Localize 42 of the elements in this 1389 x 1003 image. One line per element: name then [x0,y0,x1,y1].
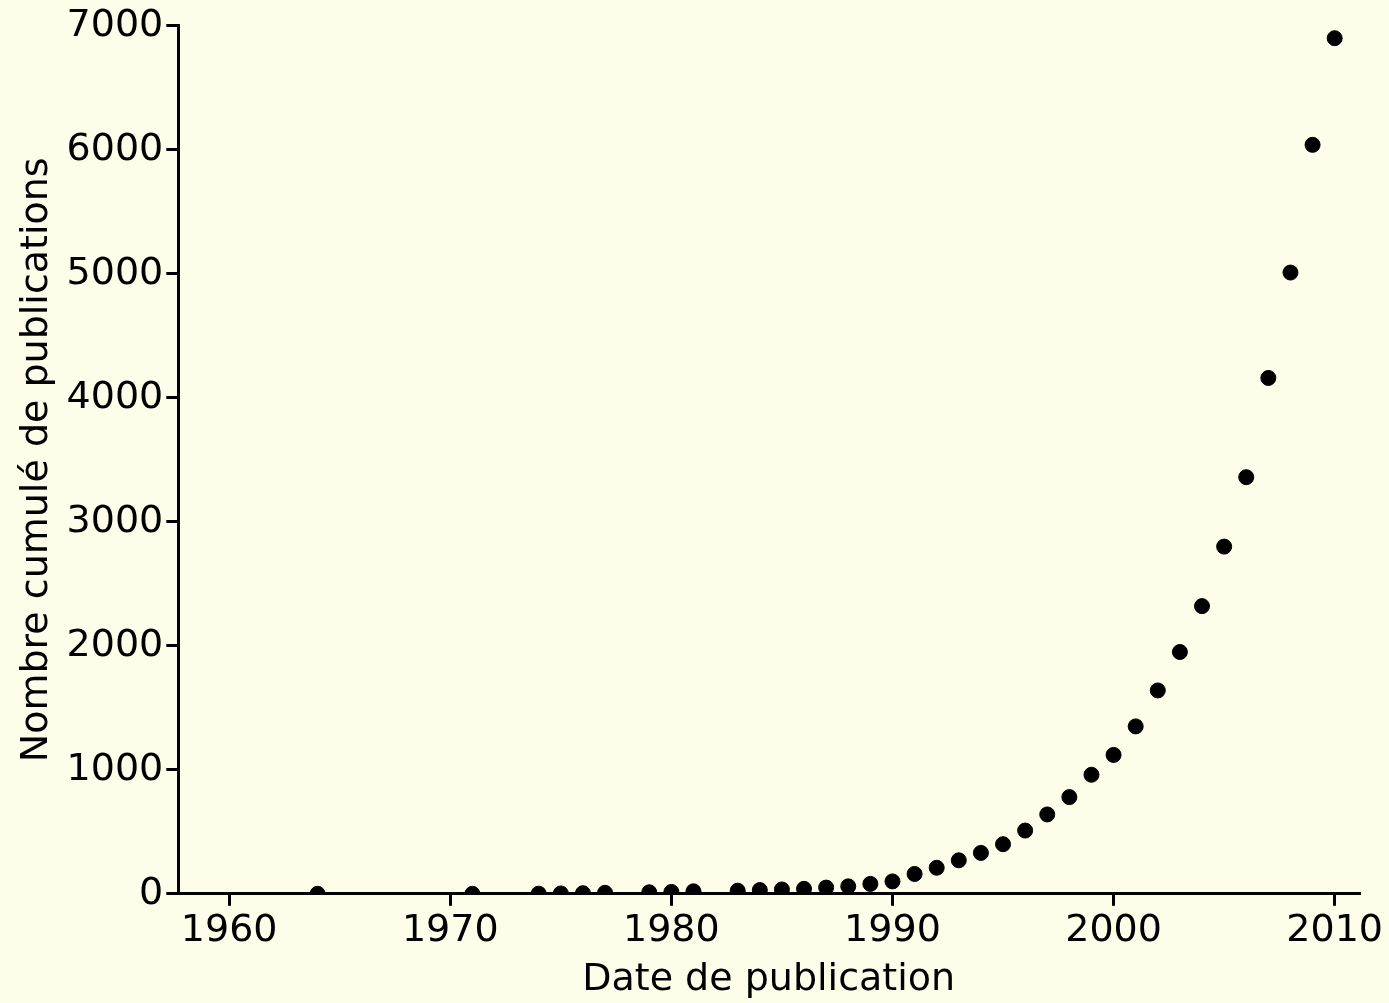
y-tick-label: 4000 [66,372,164,417]
point [1149,682,1166,699]
point [773,881,790,894]
point [995,836,1012,853]
point [1326,30,1343,47]
y-tick-label: 7000 [66,0,164,45]
point [884,873,901,890]
x-tick-label: 2000 [1065,906,1162,951]
x-tick-label: 1960 [180,906,278,951]
point [972,844,989,861]
point [1171,644,1188,660]
x-axis-title: Date de publication [582,955,956,1000]
point [862,875,879,892]
point [928,859,945,876]
point [1127,718,1144,735]
point [840,878,857,894]
point [1238,469,1255,486]
point [1304,136,1321,153]
x-tick-label: 2010 [1286,906,1384,951]
point [1216,538,1233,555]
y-tick-label: 3000 [66,496,164,541]
point [818,879,835,894]
x-tick-label: 1980 [623,906,720,951]
x-tick-label: 1990 [844,906,941,951]
point [1282,264,1299,281]
y-tick-label: 5000 [66,248,164,293]
y-tick-label: 0 [139,868,164,913]
y-tick-label: 1000 [66,744,164,789]
y-axis-title: Nombre cumulé de publications [11,157,56,763]
point [1194,598,1211,615]
point [1039,806,1056,823]
point [1017,822,1034,839]
point [906,865,923,882]
point [796,880,813,894]
point [1105,746,1122,763]
point [1083,766,1100,783]
y-tick-label: 2000 [66,620,164,665]
point [1260,369,1277,386]
point [1061,789,1078,806]
x-tick-label: 1970 [401,906,499,951]
y-tick-label: 6000 [66,124,164,169]
point [950,852,967,869]
